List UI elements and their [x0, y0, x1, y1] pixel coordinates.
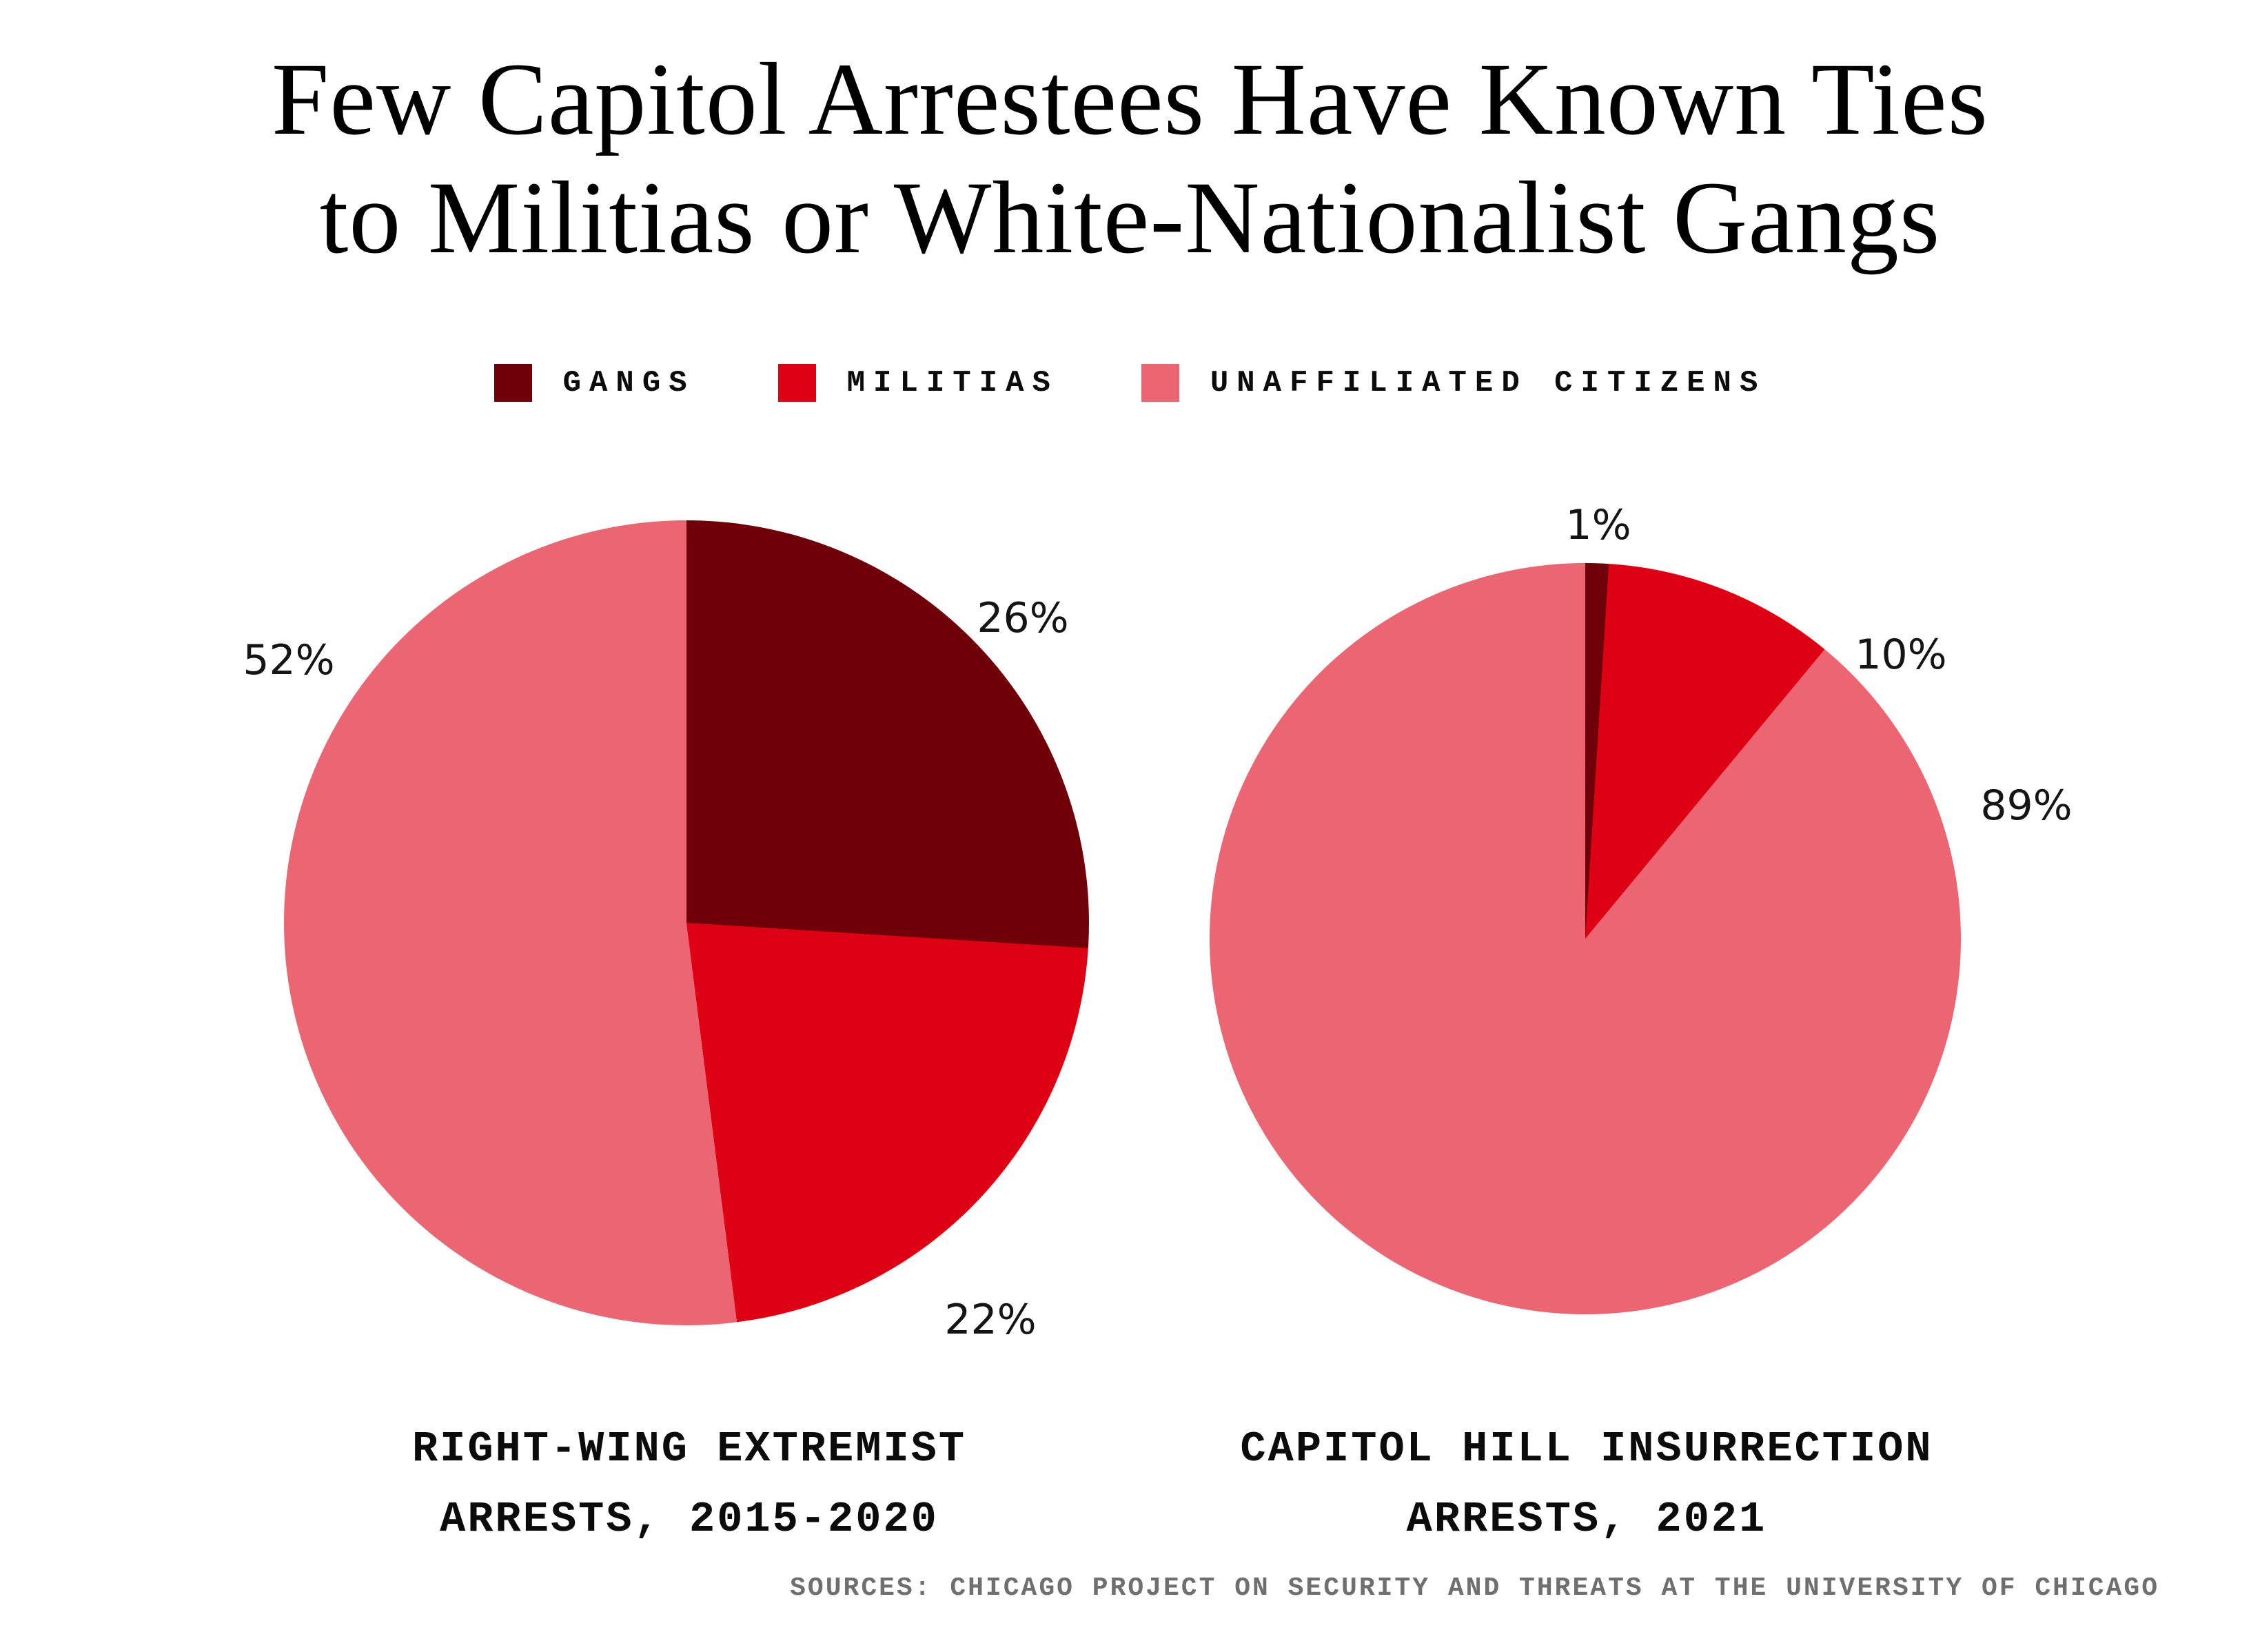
chart-title-line1: Few Capitol Arrestees Have Known Ties	[272, 42, 1988, 156]
left-pie-caption-line1: RIGHT-WING EXTREMIST	[411, 1425, 967, 1473]
legend-label-gangs: GANGS	[562, 365, 695, 400]
pie-capitol-hill-insurrection-arrests	[1210, 563, 1961, 1314]
left-pie-unaffiliated-percentage: 52%	[243, 636, 335, 684]
left-pie-gangs-percentage: 26%	[977, 594, 1069, 642]
right-pie-caption: CAPITOL HILL INSURRECTION ARRESTS, 2021	[1240, 1414, 1933, 1555]
unaffiliated-citizens-color-swatch	[1141, 364, 1179, 402]
right-pie-caption-line2: ARRESTS, 2021	[1406, 1495, 1767, 1544]
militias-color-swatch	[777, 364, 816, 402]
chart-title: Few Capitol Arrestees Have Known Ties to…	[0, 40, 2260, 277]
legend-item-militias: MILITIAS	[777, 364, 1059, 402]
right-pie-militias-percentage: 10%	[1855, 631, 1947, 679]
right-pie-gangs-percentage: 1%	[1565, 501, 1631, 549]
source-attribution: SOURCES: CHICAGO PROJECT ON SECURITY AND…	[790, 1573, 2159, 1603]
legend-label-unaffiliated-citizens: UNAFFILIATED CITIZENS	[1210, 365, 1767, 400]
left-pie-caption: RIGHT-WING EXTREMIST ARRESTS, 2015-2020	[412, 1414, 966, 1555]
legend: GANGS MILITIAS UNAFFILIATED CITIZENS	[0, 364, 2260, 402]
right-pie-unaffiliated-percentage: 89%	[1980, 782, 2073, 830]
left-pie-caption-line2: ARRESTS, 2015-2020	[440, 1495, 939, 1544]
chart-title-line2: to Militias or White-Nationalist Gangs	[319, 161, 1941, 275]
left-pie-militias-percentage: 22%	[944, 1296, 1037, 1344]
legend-label-militias: MILITIAS	[846, 365, 1059, 400]
gangs-color-swatch	[493, 364, 532, 402]
right-pie-caption-line1: CAPITOL HILL INSURRECTION	[1240, 1425, 1933, 1473]
legend-item-gangs: GANGS	[493, 364, 695, 402]
pie-right-wing-extremist-arrests	[284, 520, 1089, 1325]
legend-item-unaffiliated-citizens: UNAFFILIATED CITIZENS	[1141, 364, 1767, 402]
